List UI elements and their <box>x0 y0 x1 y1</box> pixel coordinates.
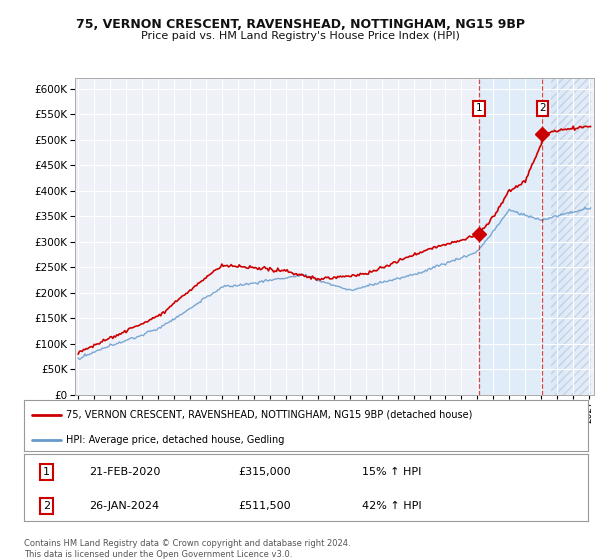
Text: £511,500: £511,500 <box>238 501 291 511</box>
Text: 26-JAN-2024: 26-JAN-2024 <box>89 501 159 511</box>
Text: 75, VERNON CRESCENT, RAVENSHEAD, NOTTINGHAM, NG15 9BP: 75, VERNON CRESCENT, RAVENSHEAD, NOTTING… <box>76 18 524 31</box>
Text: 21-FEB-2020: 21-FEB-2020 <box>89 466 160 477</box>
Text: HPI: Average price, detached house, Gedling: HPI: Average price, detached house, Gedl… <box>66 435 284 445</box>
Text: Price paid vs. HM Land Registry's House Price Index (HPI): Price paid vs. HM Land Registry's House … <box>140 31 460 41</box>
Text: 15% ↑ HPI: 15% ↑ HPI <box>362 466 422 477</box>
Text: £315,000: £315,000 <box>238 466 291 477</box>
Text: 42% ↑ HPI: 42% ↑ HPI <box>362 501 422 511</box>
Text: Contains HM Land Registry data © Crown copyright and database right 2024.
This d: Contains HM Land Registry data © Crown c… <box>24 539 350 559</box>
Text: 2: 2 <box>43 501 50 511</box>
Text: 1: 1 <box>476 104 482 114</box>
Text: 75, VERNON CRESCENT, RAVENSHEAD, NOTTINGHAM, NG15 9BP (detached house): 75, VERNON CRESCENT, RAVENSHEAD, NOTTING… <box>66 409 473 419</box>
Text: 1: 1 <box>43 466 50 477</box>
Text: 2: 2 <box>539 104 546 114</box>
